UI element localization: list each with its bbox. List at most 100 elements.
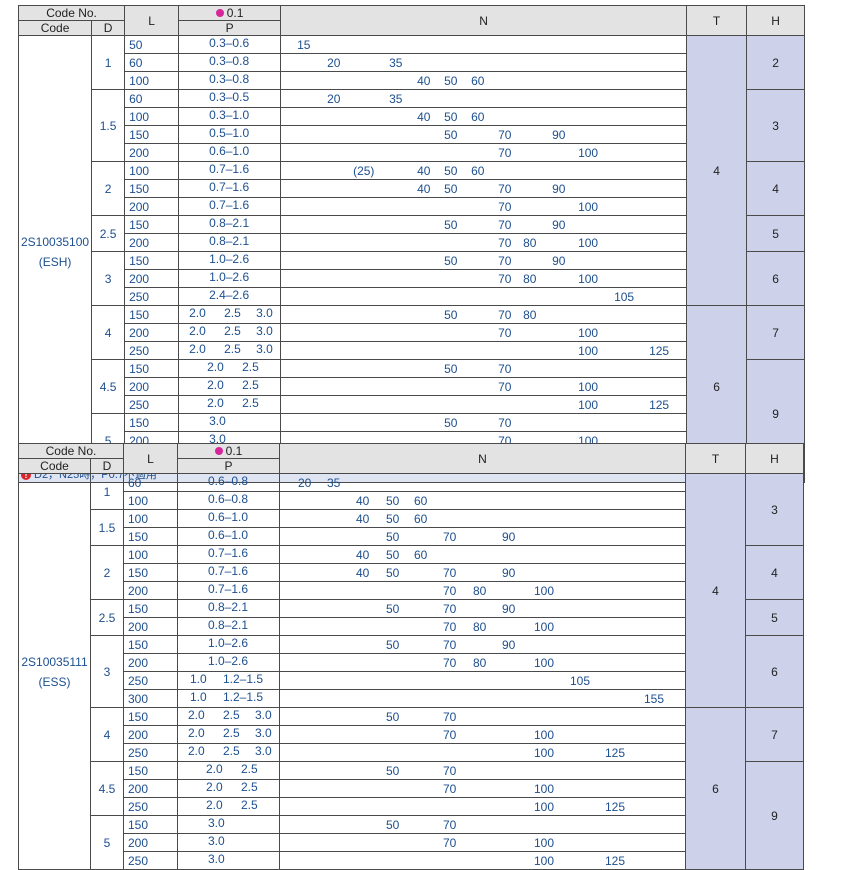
- header-p: P: [177, 458, 280, 474]
- table-row: 2.5 150 0.8–2.1 50 70 90 5: [19, 599, 804, 636]
- d-value: 4.5: [98, 781, 116, 796]
- d-cell: 1: [91, 35, 126, 90]
- d-value: 1.5: [99, 118, 117, 133]
- l-cell: 150: [124, 125, 180, 144]
- l-cell: 250: [124, 395, 180, 414]
- l-cell: 50: [124, 35, 180, 54]
- table-row: 250 2.0 2.5 100 125: [19, 797, 804, 816]
- n-value: 70: [443, 727, 457, 742]
- l-value: 100: [129, 163, 150, 178]
- n-cell: 50 70 90: [280, 125, 688, 144]
- l-cell: 200: [124, 143, 180, 162]
- n-value: 50: [444, 73, 458, 88]
- n-value: 50: [444, 163, 458, 178]
- header-code: Code: [17, 20, 93, 36]
- n-value: 100: [578, 397, 599, 412]
- header-p-tolerance: 0.1: [177, 443, 280, 459]
- d-cell: 1.5: [91, 89, 126, 162]
- table-row: 3 150 1.0–2.6 50 70 90 6: [19, 251, 806, 306]
- d-value: 2: [104, 181, 112, 196]
- n-cell: 40 50 60: [279, 509, 686, 528]
- l-value: 200: [128, 835, 149, 850]
- d-cell: 1: [90, 473, 124, 510]
- n-value: 100: [578, 325, 599, 340]
- l-value: 150: [129, 217, 150, 232]
- l-value: 60: [129, 55, 143, 70]
- h-value: 6: [771, 664, 778, 679]
- h-value: 4: [772, 181, 779, 196]
- l-cell: 150: [123, 563, 178, 582]
- n-value: 70: [443, 763, 457, 778]
- n-value: 70: [443, 817, 457, 832]
- p-cell: 0.3–0.8: [178, 71, 282, 90]
- d-cell: 4.5: [90, 761, 124, 816]
- l-value: 150: [128, 601, 149, 616]
- n-value: 70: [498, 415, 512, 430]
- h-cell: 5: [746, 215, 806, 252]
- table-row: 2 100 0.7–1.6 40 50 60 4: [19, 545, 804, 600]
- l-value: 150: [128, 529, 149, 544]
- table-row: 2S10035111 (ESS) 1 60 0.6–0.8 20 35 4 3: [18, 473, 804, 870]
- l-cell: 150: [123, 707, 178, 726]
- header-h-label: H: [770, 451, 779, 466]
- n-value: 50: [386, 547, 400, 562]
- p-value: 0.3–1.0: [209, 108, 250, 122]
- n-cell: 70 80 100: [279, 617, 686, 636]
- d-cell: 1.5: [90, 509, 124, 546]
- t-cell: 6: [686, 305, 748, 468]
- n-value: 50: [444, 415, 458, 430]
- l-cell: 100: [124, 71, 180, 90]
- n-value: 125: [605, 853, 626, 868]
- p-cell: 0.3–1.0: [178, 107, 282, 126]
- n-cell: 50 70: [279, 761, 686, 780]
- n-value: 60: [471, 73, 485, 88]
- header-h: H: [746, 5, 806, 36]
- p-value: 0.6–1.0: [209, 144, 250, 158]
- p-cell: 0.8–2.1: [178, 233, 282, 252]
- l-cell: 250: [123, 743, 178, 762]
- h-value: 9: [772, 406, 779, 421]
- header-code-label: Code: [40, 21, 70, 35]
- n-value: 100: [534, 781, 555, 796]
- header-code-no-label: Code No.: [45, 444, 97, 458]
- n-cell: 50 70: [280, 413, 688, 432]
- l-value: 150: [129, 127, 150, 142]
- h-value: 9: [771, 808, 778, 823]
- n-value: 80: [523, 307, 537, 322]
- l-value: 100: [128, 493, 149, 508]
- n-value: 50: [386, 709, 400, 724]
- p-value: 2.0: [188, 726, 205, 740]
- p-value: 3.0: [256, 342, 273, 356]
- n-value: 100: [578, 145, 599, 160]
- n-value: 70: [498, 271, 512, 286]
- n-cell: 70 80 100: [280, 269, 688, 288]
- p-value: 0.3–0.8: [209, 54, 250, 68]
- p-value: 2.5: [223, 708, 240, 722]
- table-row: 2.5 150 0.8–2.1 50 70 90 5: [19, 215, 806, 252]
- header-code: Code: [18, 458, 91, 474]
- n-value: 60: [414, 493, 428, 508]
- l-cell: 150: [124, 179, 180, 198]
- n-cell: 40 50 60: [279, 545, 686, 564]
- p-value: 1.2–1.5: [223, 690, 264, 704]
- n-value: 70: [498, 235, 512, 250]
- n-value: 40: [417, 163, 431, 178]
- n-value: 125: [649, 397, 670, 412]
- p-value: 1.0–2.6: [209, 252, 250, 266]
- l-value: 150: [129, 181, 150, 196]
- p-value: 2.0: [207, 396, 224, 410]
- n-value: 125: [605, 799, 626, 814]
- n-value: 100: [534, 727, 555, 742]
- n-value: 70: [498, 145, 512, 160]
- p-cell: 0.6–0.8: [177, 473, 280, 492]
- p-value: 0.8–2.1: [209, 234, 250, 248]
- p-cell: 3.0: [177, 833, 280, 852]
- p-value: 0.6–0.8: [208, 474, 249, 488]
- table-row: 1.5 100 0.6–1.0 40 50 60: [19, 509, 804, 546]
- p-cell: 0.7–1.6: [177, 563, 280, 582]
- p-cell: 0.7–1.6: [178, 197, 282, 216]
- p-value: 3.0: [255, 744, 272, 758]
- l-value: 100: [128, 511, 149, 526]
- n-cell: 100 125: [279, 743, 686, 762]
- n-value: 105: [570, 673, 591, 688]
